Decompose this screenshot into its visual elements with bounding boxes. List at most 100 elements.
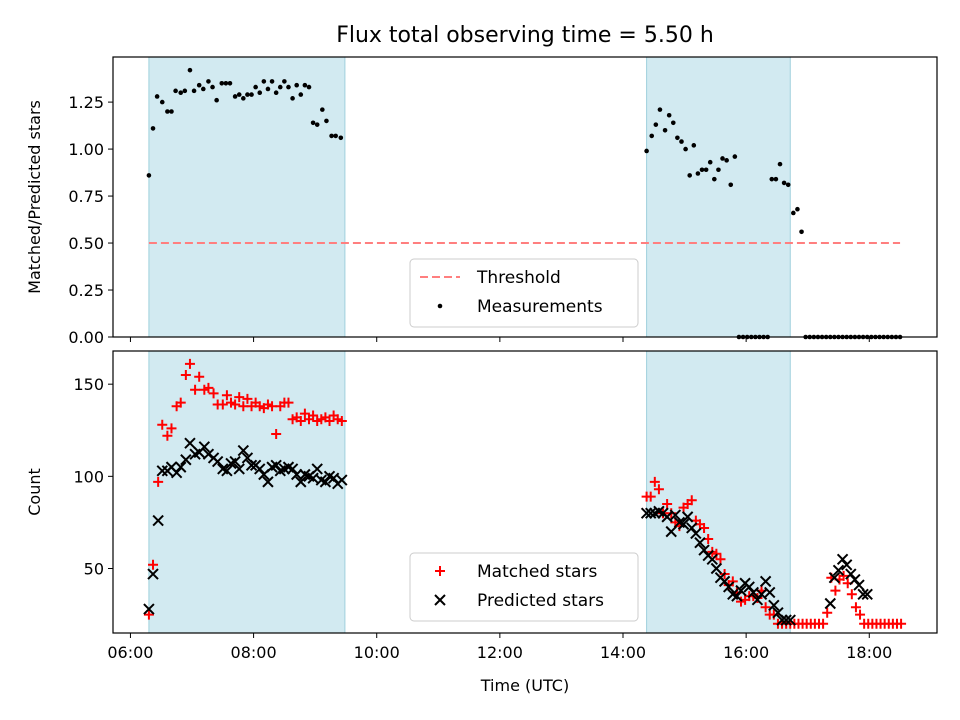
top-measurements-point (232, 94, 238, 99)
top-measurements-point (269, 79, 275, 84)
top-measurements-point (169, 109, 174, 114)
bottom-predicted-stars-point (669, 509, 682, 521)
bottom-predicted-stars-point (747, 586, 760, 599)
top-measurements-point (178, 90, 184, 96)
bottom-predicted-stars-point (857, 588, 869, 601)
bottom-predicted-stars-point (840, 559, 853, 571)
bottom-matched-stars-point (271, 428, 282, 439)
top-measurements-point (191, 88, 197, 94)
top-measurements-point (720, 156, 725, 161)
bottom-predicted-stars-point (836, 553, 849, 565)
bottom-predicted-stars-point (319, 476, 332, 488)
bottom-predicted-stars-point (849, 573, 861, 586)
top-measurements-point (302, 82, 308, 88)
x-tick-label: 14:00 (600, 643, 646, 662)
bottom-predicted-stars-point (295, 476, 307, 488)
bottom-predicted-stars-point (751, 594, 764, 606)
bottom-matched-stars-point (324, 416, 335, 427)
top-measurements-point (712, 176, 717, 182)
bottom-observing-window-1 (646, 350, 791, 634)
bottom-matched-stars-point (148, 559, 159, 570)
x-tick-label: 08:00 (231, 643, 277, 662)
top-measurements-point (261, 79, 267, 84)
top-measurements-point (329, 133, 334, 139)
top-measurements-point (649, 133, 655, 139)
x-tick-label: 18:00 (846, 643, 892, 662)
top-measurements-point (310, 120, 316, 126)
top-measurements-point (187, 67, 193, 73)
bottom-predicted-stars-point (755, 588, 768, 601)
bottom-legend-label: Matched stars (477, 562, 597, 582)
bottom-predicted-stars-point (735, 584, 747, 597)
top-measurements-point (333, 133, 338, 139)
top-measurements-point (769, 176, 775, 182)
x-tick-label: 12:00 (477, 643, 523, 662)
x-axis-label: Time (UTC) (480, 676, 569, 695)
top-measurements-point (182, 88, 188, 94)
x-tick-label: 10:00 (354, 643, 400, 662)
bottom-matched-stars-point (184, 358, 195, 369)
top-measurements-point (253, 84, 258, 90)
bottom-predicted-stars-point (202, 448, 215, 460)
bottom-matched-stars-point (760, 602, 771, 613)
top-measurements-point (306, 84, 312, 90)
bottom-predicted-stars-point (170, 466, 183, 479)
top-measurements-point (245, 92, 250, 97)
legend-matched-swatch (435, 566, 445, 576)
bottom-predicted-stars-point (640, 507, 653, 519)
bottom-matched-stars-point (822, 607, 833, 618)
bottom-legend (409, 552, 639, 622)
bottom-predicted-stars-point (233, 463, 245, 475)
top-measurements-point (707, 159, 713, 165)
bottom-y-tick-label: 150 (73, 375, 104, 394)
top-measurements-point (265, 86, 271, 92)
top-y-tick-label: 1.25 (68, 93, 104, 112)
bottom-matched-stars-point (242, 393, 253, 404)
bottom-predicted-stars-point (768, 599, 780, 612)
bottom-matched-stars-point (336, 416, 347, 427)
top-measurements-point (679, 139, 684, 144)
bottom-predicted-stars-point (229, 455, 241, 468)
bottom-predicted-stars-point (221, 465, 233, 477)
bottom-matched-stars-point (715, 554, 726, 565)
bottom-predicted-stars-point (694, 536, 706, 549)
bottom-matched-stars-point (295, 416, 306, 427)
top-measurements-point (223, 81, 229, 86)
top-measurements-point (699, 167, 705, 173)
top-measurements-point (777, 161, 783, 167)
bottom-legend-label: Predicted stars (477, 591, 604, 611)
bottom-matched-stars-point (645, 491, 656, 502)
bottom-predicted-stars-point (784, 614, 796, 626)
top-measurements-point (670, 120, 676, 126)
bottom-predicted-stars-point (665, 525, 677, 538)
bottom-predicted-stars-point (198, 441, 211, 453)
bottom-matched-stars-point (818, 618, 829, 629)
top-measurements-point (320, 107, 325, 112)
top-measurements-point (294, 82, 299, 88)
bottom-matched-stars-point (727, 576, 738, 587)
top-measurements-point (273, 90, 279, 96)
bottom-predicted-stars-point (828, 571, 841, 584)
top-measurements-point (173, 88, 178, 94)
top-measurements-point (154, 94, 160, 99)
bottom-predicted-stars-point (718, 575, 731, 588)
bottom-y-tick-label: 100 (73, 467, 104, 486)
bottom-predicted-stars-point (311, 463, 323, 475)
top-measurements-point (683, 146, 688, 152)
top-y-tick-label: 0.50 (68, 234, 104, 253)
top-measurements-point (282, 79, 287, 84)
bottom-predicted-stars-point (722, 581, 735, 593)
top-y-tick-label: 0.25 (68, 281, 104, 300)
legend-predicted-swatch (434, 594, 446, 606)
top-measurements-point (277, 84, 283, 90)
bottom-predicted-stars-point (853, 579, 865, 591)
top-measurements-point (249, 92, 254, 97)
bottom-predicted-stars-point (211, 455, 224, 468)
bottom-predicted-stars-point (290, 468, 303, 481)
bottom-panel: 06:00 08:00 10:00 12:00 14:00 16:00 18:00 50 100… (25, 350, 938, 695)
bottom-matched-stars-point (221, 390, 232, 401)
bottom-matched-stars-point (143, 609, 154, 620)
x-tick-label: 16:00 (723, 643, 769, 662)
top-measurements-point (644, 148, 649, 154)
chart-title: Flux total observing time = 5.50 h (336, 23, 714, 48)
